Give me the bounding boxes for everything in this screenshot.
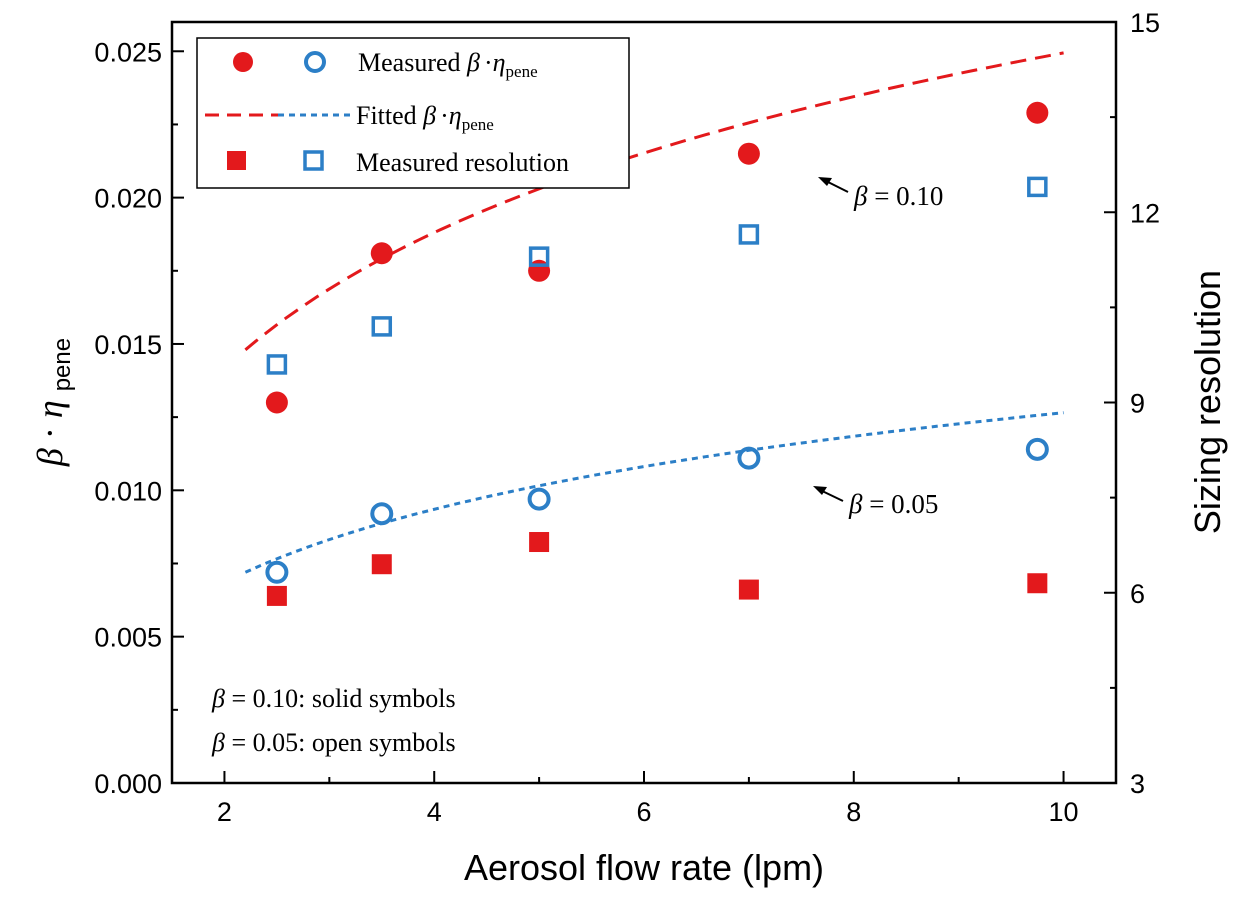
beta010_measured-point — [370, 242, 393, 265]
beta005_resolution-point — [1027, 176, 1048, 198]
legend-label-measured: Measured β ·ηpene — [358, 48, 538, 81]
beta005_resolution-point — [266, 354, 288, 375]
beta005_measured-point — [737, 446, 761, 470]
legend-label-resolution: Measured resolution — [356, 148, 569, 177]
note-solid-symbols: β = 0.10: solid symbols — [211, 684, 456, 713]
y-right-tick-label: 9 — [1130, 389, 1145, 419]
x-tick-label: 2 — [217, 797, 232, 827]
legend-marker-open-circle — [304, 51, 326, 73]
x-tick-label: 4 — [427, 797, 442, 827]
beta005_resolution-point — [738, 224, 760, 245]
beta005_fit-line — [244, 411, 1064, 574]
annotation-beta-005: β = 0.05 — [813, 486, 938, 519]
annotation-arrowhead-010 — [818, 177, 832, 186]
beta005_resolution-point — [371, 316, 393, 337]
right-y-axis-ticks: 3 6 9 12 15 — [1104, 8, 1160, 799]
y-right-tick-label: 12 — [1130, 198, 1160, 228]
x-tick-label: 6 — [636, 797, 651, 827]
legend: Measured β ·ηpene Fitted β ·ηpene Measured… — [196, 37, 630, 189]
y-left-tick-label: 0.010 — [94, 476, 162, 506]
beta010_resolution-point — [529, 532, 550, 553]
x-axis-title: Aerosol flow rate (lpm) — [464, 847, 824, 888]
legend-marker-filled-circle — [233, 52, 253, 72]
annotation-arrowhead-005 — [813, 486, 827, 495]
y-left-tick-label: 0.025 — [94, 37, 162, 67]
y-right-tick-label: 6 — [1130, 579, 1145, 609]
note-open-symbols: β = 0.05: open symbols — [211, 728, 456, 757]
annotation-beta-010: β = 0.10 — [818, 177, 943, 211]
beta005_resolution-point — [528, 246, 550, 267]
annotation-text-010: β = 0.10 — [853, 181, 943, 211]
legend-box — [196, 37, 630, 189]
beta005_measured-point — [1025, 437, 1049, 461]
beta010_resolution-point — [266, 585, 287, 606]
y-left-tick-label: 0.020 — [94, 184, 162, 214]
legend-marker-filled-square — [227, 151, 246, 170]
beta010_measured-point — [737, 142, 760, 165]
y-left-tick-label: 0.000 — [94, 769, 162, 799]
beta010_resolution-point — [738, 579, 759, 600]
beta010_measured-point — [1026, 101, 1049, 124]
x-tick-label: 8 — [846, 797, 861, 827]
y-left-tick-label: 0.015 — [94, 330, 162, 360]
beta010_measured-point — [265, 391, 288, 414]
left-y-axis-ticks: 0.000 0.005 0.010 0.015 0.020 0.025 — [94, 37, 184, 799]
left-y-axis-title: β · η pene — [30, 338, 76, 467]
beta005_measured-point — [527, 487, 551, 511]
annotation-text-005: β = 0.05 — [848, 489, 938, 519]
right-y-axis-title: Sizing resolution — [1187, 270, 1228, 534]
x-tick-label: 10 — [1049, 797, 1079, 827]
beta010_resolution-point — [1027, 573, 1048, 594]
x-axis-ticks: 2 4 6 8 10 — [217, 771, 1079, 827]
legend-marker-open-square — [303, 150, 324, 171]
y-right-tick-label: 15 — [1130, 8, 1160, 38]
y-right-tick-label: 3 — [1130, 769, 1145, 799]
beta005_measured-point — [370, 502, 394, 526]
legend-label-fitted: Fitted β ·ηpene — [356, 101, 494, 134]
beta010_resolution-point — [371, 554, 392, 575]
beta005_measured-point — [265, 560, 289, 584]
data-markers — [265, 101, 1049, 606]
y-left-tick-label: 0.005 — [94, 623, 162, 653]
